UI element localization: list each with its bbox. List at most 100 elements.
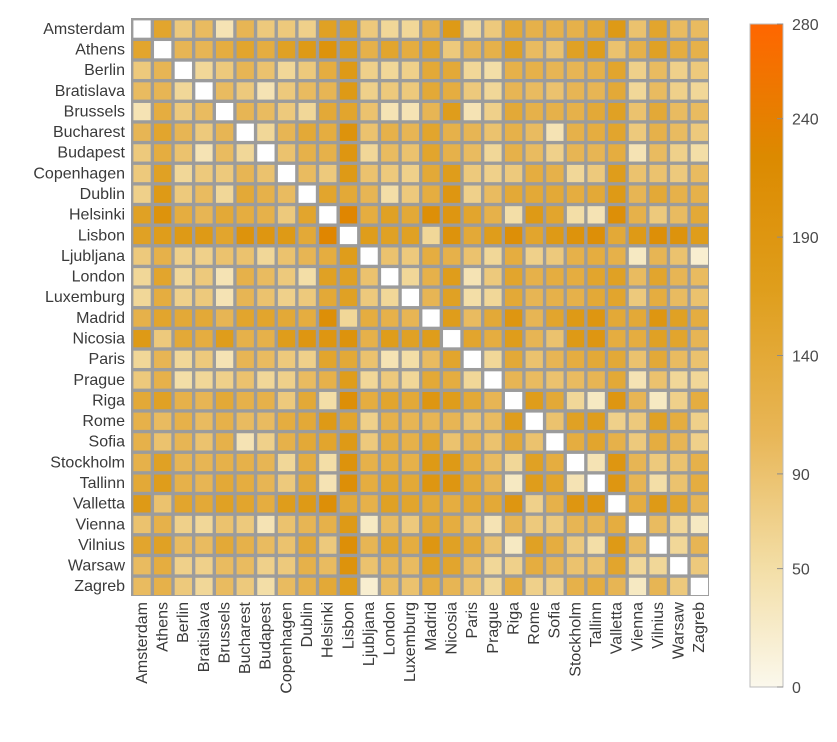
heatmap-cell-7-23 xyxy=(608,164,626,183)
heatmap-cell-0-6 xyxy=(257,20,275,38)
heatmap-cell-5-24 xyxy=(628,123,647,141)
heatmap-cell-24-22 xyxy=(587,515,605,534)
heatmap-cell-23-19 xyxy=(525,495,543,513)
heatmap-cell-25-8 xyxy=(298,536,316,554)
heatmap-cell-23-13 xyxy=(401,495,420,513)
heatmap-cell-8-20 xyxy=(546,185,564,203)
heatmap-cell-20-24 xyxy=(628,433,647,451)
heatmap-cell-4-5 xyxy=(236,102,254,121)
heatmap-cell-16-18 xyxy=(504,350,523,368)
heatmap-cell-4-21 xyxy=(566,102,585,121)
heatmap-cell-8-15 xyxy=(443,185,461,203)
heatmap-cell-4-11 xyxy=(360,102,378,121)
heatmap-cell-24-20 xyxy=(546,515,564,534)
heatmap-cell-21-23 xyxy=(608,453,626,472)
heatmap-cell-25-10 xyxy=(339,536,358,554)
heatmap-cell-13-2 xyxy=(174,288,192,307)
heatmap-cell-10-11 xyxy=(360,226,378,245)
heatmap-cell-22-6 xyxy=(257,474,275,492)
heatmap-cell-16-19 xyxy=(525,350,543,368)
heatmap-cell-16-0 xyxy=(133,350,151,368)
heatmap-cell-15-22 xyxy=(587,330,605,348)
heatmap-cell-26-17 xyxy=(484,557,502,575)
heatmap-cell-19-25 xyxy=(649,412,667,430)
heatmap-cell-21-13 xyxy=(401,453,420,472)
heatmap-cell-21-4 xyxy=(215,453,234,472)
heatmap-cell-3-26 xyxy=(670,82,688,100)
heatmap-cell-8-3 xyxy=(195,185,213,203)
heatmap-cell-12-12 xyxy=(381,268,399,286)
heatmap-cell-6-27 xyxy=(690,144,709,162)
heatmap-cell-20-7 xyxy=(277,433,296,451)
heatmap-cell-5-7 xyxy=(277,123,296,141)
heatmap-cell-5-25 xyxy=(649,123,667,141)
heatmap-cell-20-26 xyxy=(670,433,688,451)
heatmap-cell-5-4 xyxy=(215,123,234,141)
heatmap-cell-3-25 xyxy=(649,82,667,100)
heatmap-cell-10-10 xyxy=(339,226,358,245)
heatmap-cell-6-22 xyxy=(587,144,605,162)
heatmap-cell-7-27 xyxy=(690,164,709,183)
heatmap-cell-20-20 xyxy=(546,433,564,451)
heatmap-cell-25-21 xyxy=(566,536,585,554)
heatmap-cell-24-2 xyxy=(174,515,192,534)
heatmap-cell-27-0 xyxy=(133,577,151,596)
heatmap-cell-14-23 xyxy=(608,309,626,327)
heatmap-cell-15-24 xyxy=(628,330,647,348)
heatmap-cell-27-15 xyxy=(443,577,461,596)
heatmap-cell-22-5 xyxy=(236,474,254,492)
heatmap-cell-17-24 xyxy=(628,371,647,389)
heatmap-cell-13-16 xyxy=(463,288,481,307)
heatmap-cell-14-21 xyxy=(566,309,585,327)
heatmap-cell-14-27 xyxy=(690,309,709,327)
heatmap-cell-9-3 xyxy=(195,206,213,224)
heatmap-cell-9-13 xyxy=(401,206,420,224)
heatmap-cell-13-6 xyxy=(257,288,275,307)
heatmap-cell-19-14 xyxy=(422,412,440,430)
heatmap-cell-9-24 xyxy=(628,206,647,224)
heatmap-cell-5-10 xyxy=(339,123,358,141)
heatmap-cell-2-4 xyxy=(215,61,234,79)
heatmap-cell-4-25 xyxy=(649,102,667,121)
heatmap-cell-3-5 xyxy=(236,82,254,100)
heatmap-cell-11-1 xyxy=(154,247,172,265)
heatmap-cell-27-5 xyxy=(236,577,254,596)
heatmap-cell-15-7 xyxy=(277,330,296,348)
x-tick-label: Tallinn xyxy=(588,602,605,647)
heatmap-cell-9-0 xyxy=(133,206,151,224)
heatmap-cell-5-20 xyxy=(546,123,564,141)
heatmap-cell-10-8 xyxy=(298,226,316,245)
heatmap-cell-0-3 xyxy=(195,20,213,38)
heatmap-cell-21-1 xyxy=(154,453,172,472)
heatmap-cell-14-20 xyxy=(546,309,564,327)
heatmap-cell-27-18 xyxy=(504,577,523,596)
heatmap-cell-10-3 xyxy=(195,226,213,245)
heatmap-cell-7-6 xyxy=(257,164,275,183)
heatmap-cell-12-10 xyxy=(339,268,358,286)
heatmap-cell-2-19 xyxy=(525,61,543,79)
heatmap-cell-4-23 xyxy=(608,102,626,121)
heatmap-cell-24-23 xyxy=(608,515,626,534)
heatmap-cell-17-5 xyxy=(236,371,254,389)
heatmap-cell-14-5 xyxy=(236,309,254,327)
heatmap-cell-23-4 xyxy=(215,495,234,513)
heatmap-cell-14-13 xyxy=(401,309,420,327)
heatmap-cell-1-6 xyxy=(257,41,275,59)
heatmap-plot-area xyxy=(131,18,709,596)
heatmap-cell-21-11 xyxy=(360,453,378,472)
heatmap-cell-27-20 xyxy=(546,577,564,596)
heatmap-cell-12-26 xyxy=(670,268,688,286)
heatmap-cell-2-2 xyxy=(174,61,192,79)
heatmap-cell-7-17 xyxy=(484,164,502,183)
heatmap-cell-0-24 xyxy=(628,20,647,38)
heatmap-cell-13-10 xyxy=(339,288,358,307)
heatmap-cell-24-19 xyxy=(525,515,543,534)
heatmap-cell-18-20 xyxy=(546,391,564,410)
heatmap-cell-6-11 xyxy=(360,144,378,162)
heatmap-cell-11-6 xyxy=(257,247,275,265)
heatmap-cell-6-1 xyxy=(154,144,172,162)
heatmap-cell-0-4 xyxy=(215,20,234,38)
heatmap-cell-27-10 xyxy=(339,577,358,596)
heatmap-cell-17-21 xyxy=(566,371,585,389)
heatmap-cell-24-25 xyxy=(649,515,667,534)
